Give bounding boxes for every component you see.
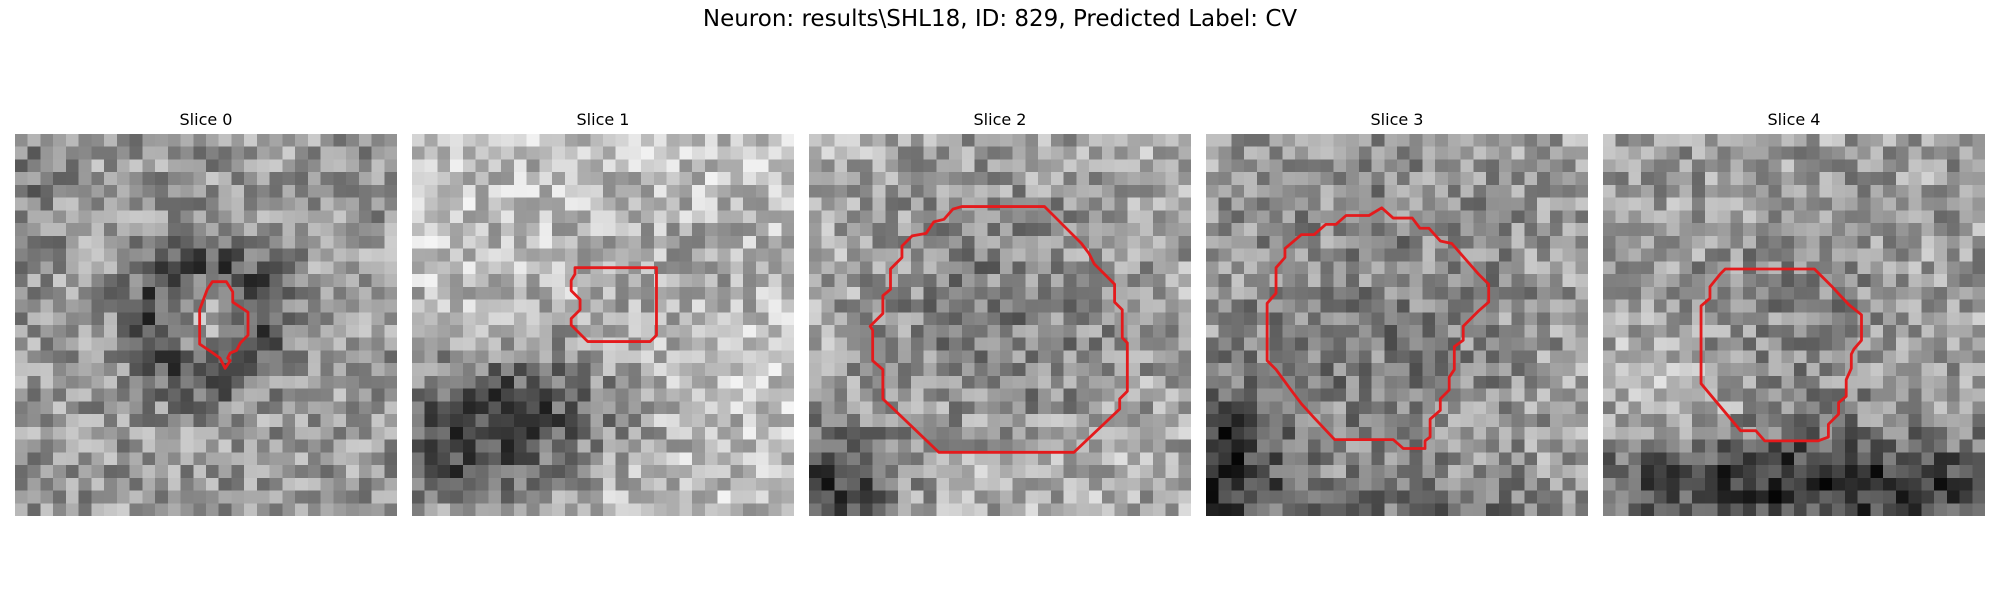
slice-image — [1206, 134, 1588, 516]
slice-image — [15, 134, 397, 516]
slice-image — [809, 134, 1191, 516]
segmentation-contour — [198, 280, 250, 370]
figure-title: Neuron: results\SHL18, ID: 829, Predicte… — [702, 6, 1298, 32]
segmentation-contour — [569, 266, 658, 343]
slice-title: Slice 4 — [1767, 110, 1821, 129]
segmentation-contour — [1265, 206, 1491, 450]
slice-image — [412, 134, 794, 516]
slice-title: Slice 2 — [973, 110, 1027, 129]
slice-title: Slice 1 — [576, 110, 630, 129]
segmentation-contour — [1699, 267, 1863, 443]
segmentation-contour — [868, 205, 1129, 454]
slice-title: Slice 0 — [179, 110, 233, 129]
slice-image — [1603, 134, 1985, 516]
slice-title: Slice 3 — [1370, 110, 1424, 129]
